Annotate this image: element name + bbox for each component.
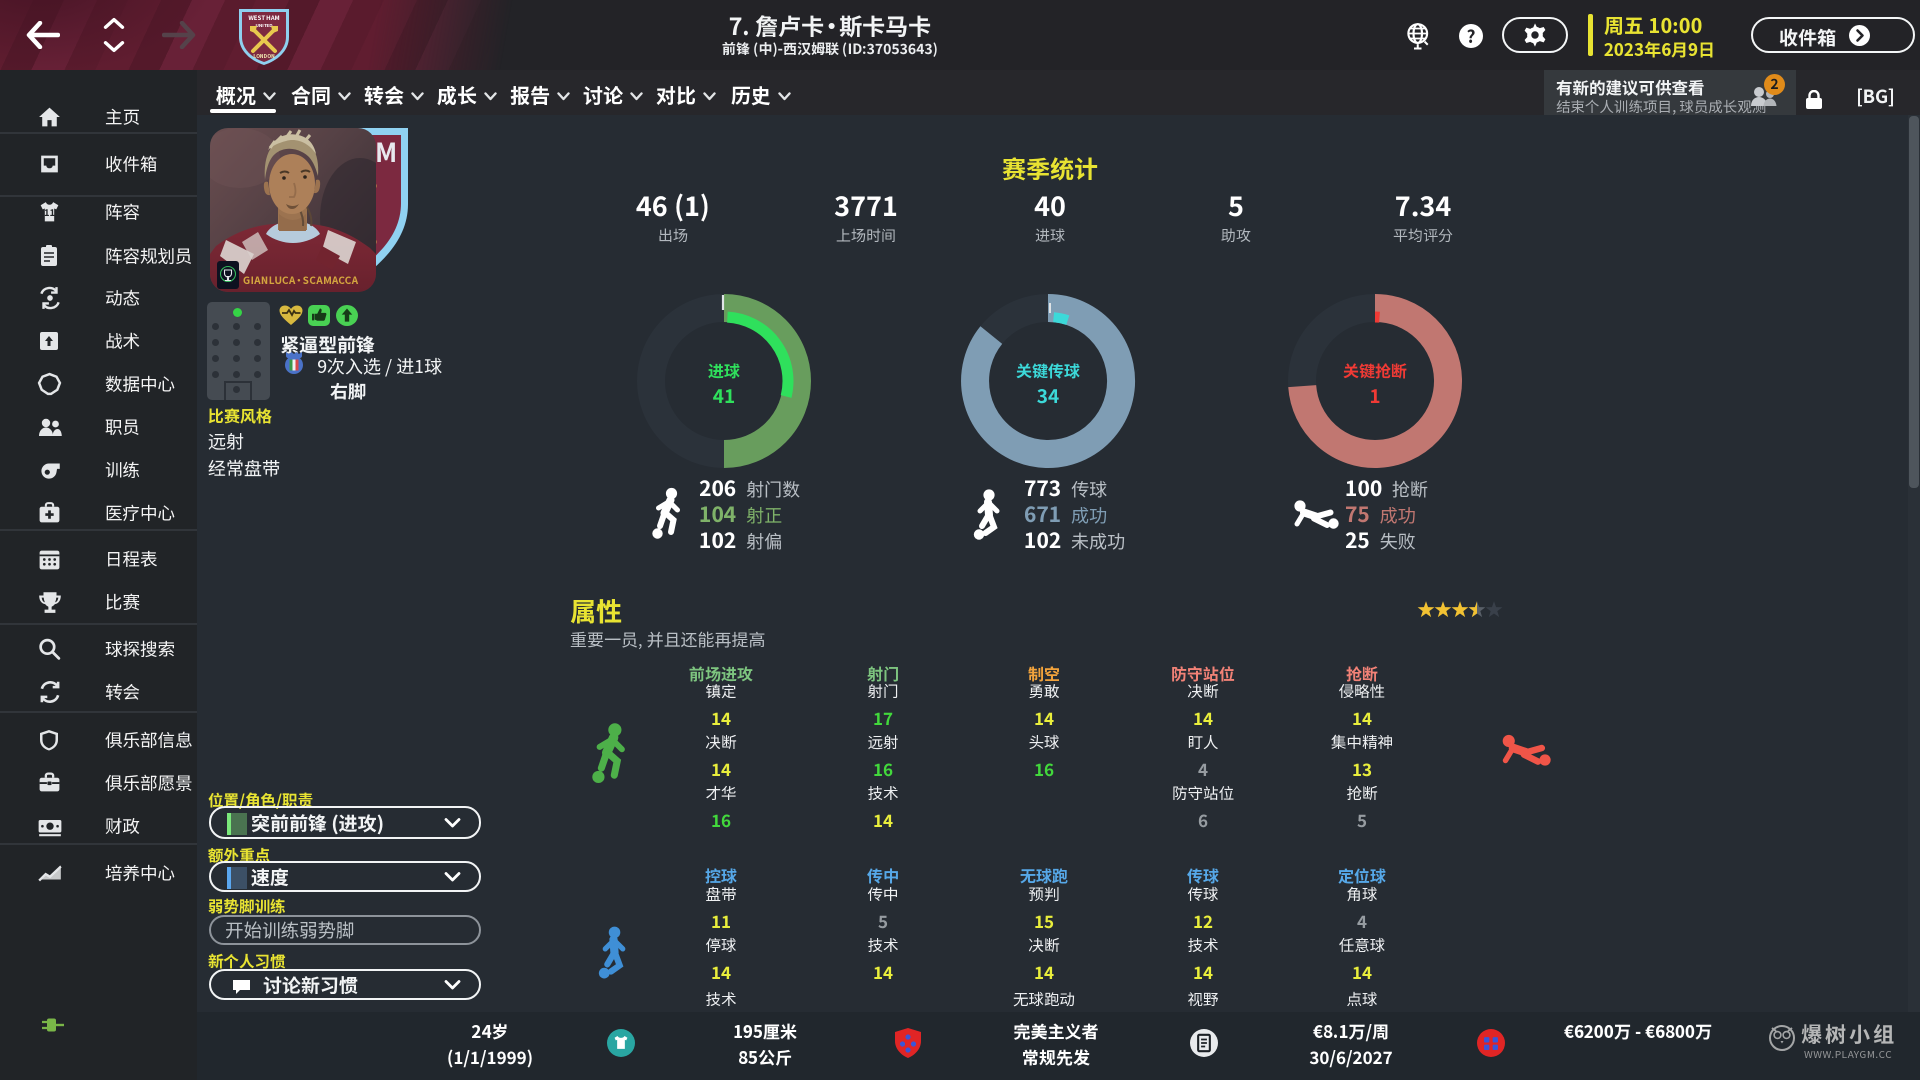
svg-text:M: M — [375, 133, 397, 170]
svg-text:关键抢断: 关键抢断 — [1343, 358, 1407, 382]
svg-text:GIANLUCA·SCAMACCA: GIANLUCA·SCAMACCA — [243, 272, 359, 287]
svg-text:34: 34 — [1037, 382, 1059, 409]
svg-text:关键传球: 关键传球 — [1016, 358, 1081, 382]
svg-text:LONDON: LONDON — [253, 53, 274, 60]
svg-text:11: 11 — [44, 205, 55, 219]
svg-text:进球: 进球 — [707, 358, 741, 382]
svg-text:WEST HAM: WEST HAM — [248, 13, 279, 22]
svg-text:41: 41 — [713, 382, 735, 409]
svg-text:1: 1 — [1369, 382, 1380, 409]
svg-text:UNITED: UNITED — [255, 23, 272, 29]
